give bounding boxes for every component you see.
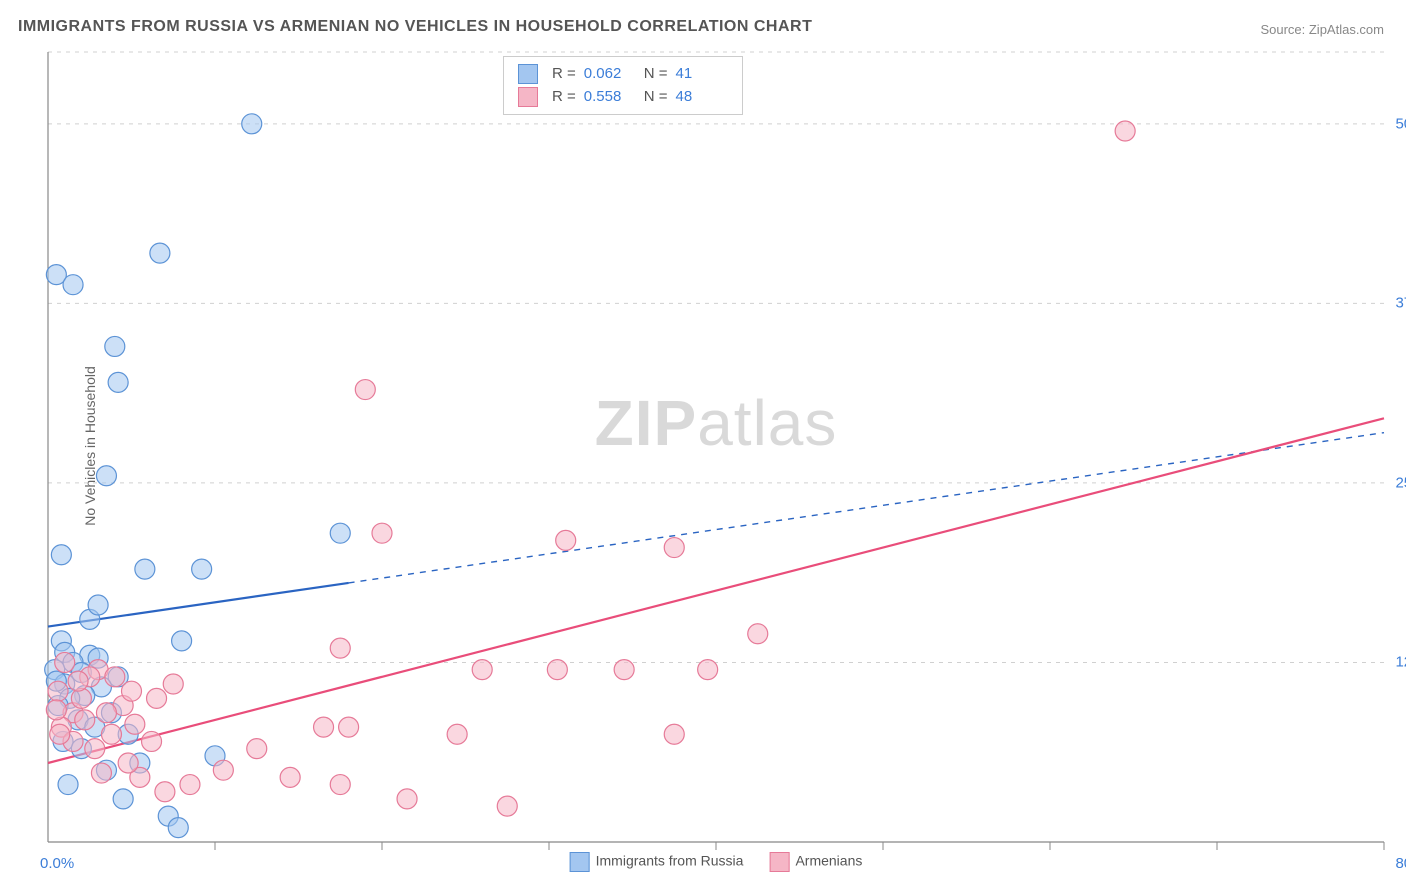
y-tick-label: 50.0%: [1395, 115, 1406, 132]
y-tick-label: 37.5%: [1395, 295, 1406, 312]
source-name: ZipAtlas.com: [1309, 22, 1384, 37]
chart-svg: [48, 52, 1384, 842]
stats-row: R = 0.062 N = 41: [518, 63, 728, 86]
stats-box: R = 0.062 N = 41 R = 0.558 N = 48: [503, 56, 743, 115]
n-value: 48: [676, 86, 728, 109]
n-prefix: N =: [644, 86, 668, 109]
plot-area: ZIPatlas 12.5%25.0%37.5%50.0% 0.0% 80.0%…: [48, 52, 1384, 842]
y-tick-label: 12.5%: [1395, 654, 1406, 671]
stats-swatch: [518, 87, 538, 107]
x-max-label: 80.0%: [1395, 855, 1406, 872]
legend-swatch: [570, 852, 590, 872]
legend-item: Immigrants from Russia: [570, 852, 744, 872]
legend-item: Armenians: [769, 852, 862, 872]
legend-label: Armenians: [795, 853, 862, 869]
y-tick-label: 25.0%: [1395, 474, 1406, 491]
r-value: 0.062: [584, 63, 636, 86]
bottom-legend: Immigrants from Russia Armenians: [570, 852, 863, 872]
r-prefix: R =: [552, 86, 576, 109]
chart-title: IMMIGRANTS FROM RUSSIA VS ARMENIAN NO VE…: [18, 18, 812, 36]
legend-label: Immigrants from Russia: [596, 853, 744, 869]
r-prefix: R =: [552, 63, 576, 86]
legend-swatch: [769, 852, 789, 872]
x-min-label: 0.0%: [40, 855, 74, 872]
r-value: 0.558: [584, 86, 636, 109]
stats-swatch: [518, 64, 538, 84]
n-prefix: N =: [644, 63, 668, 86]
n-value: 41: [676, 63, 728, 86]
stats-row: R = 0.558 N = 48: [518, 86, 728, 109]
source-attribution: Source: ZipAtlas.com: [1260, 22, 1384, 37]
source-prefix: Source:: [1260, 22, 1308, 37]
